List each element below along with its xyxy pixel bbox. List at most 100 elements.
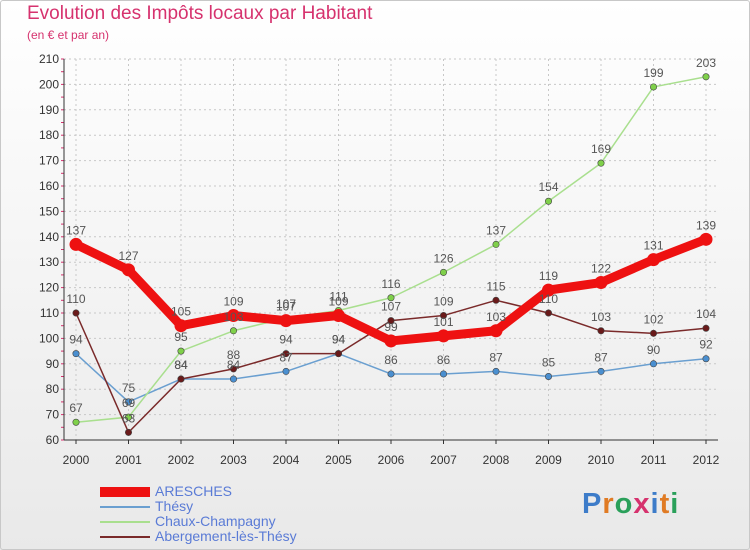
- x-tick-label: 2008: [483, 453, 510, 467]
- data-label: 86: [437, 353, 451, 367]
- data-point: [387, 317, 395, 325]
- data-label: 107: [276, 300, 296, 314]
- data-label: 110: [66, 292, 85, 306]
- y-tick-label: 120: [39, 281, 59, 295]
- data-point: [282, 367, 290, 375]
- data-point: [649, 329, 657, 337]
- data-point: [649, 83, 657, 91]
- legend-swatch-abergement: [100, 536, 150, 538]
- data-point: [230, 375, 238, 383]
- data-point: [702, 324, 710, 332]
- x-tick-label: 2001: [115, 453, 142, 467]
- y-tick-label: 150: [39, 204, 59, 218]
- data-point: [387, 294, 395, 302]
- data-point: [544, 197, 552, 205]
- x-tick-label: 2005: [325, 453, 352, 467]
- data-label: 102: [643, 312, 663, 326]
- data-point: [489, 324, 503, 338]
- chart-title: Evolution des Impôts locaux par Habitant: [27, 3, 373, 24]
- x-tick-label: 2002: [168, 453, 195, 467]
- logo-letter: t: [659, 488, 671, 520]
- data-label: 137: [66, 223, 86, 237]
- data-label: 101: [433, 315, 453, 329]
- x-tick-label: 2012: [693, 453, 720, 467]
- data-point: [69, 237, 83, 251]
- legend-label-chaux-champagny: Chaux-Champagny: [155, 513, 276, 529]
- data-point: [649, 360, 657, 368]
- data-label: 94: [332, 333, 346, 347]
- data-label: 131: [643, 239, 663, 253]
- data-label: 103: [486, 310, 506, 324]
- data-point: [439, 268, 447, 276]
- legend-label-thesy: Thésy: [155, 498, 194, 514]
- data-label: 126: [433, 251, 453, 265]
- data-label: 105: [171, 305, 191, 319]
- data-point: [542, 283, 555, 297]
- legend-swatch-thesy: [100, 506, 150, 508]
- data-point: [230, 327, 238, 335]
- y-tick-label: 210: [39, 52, 59, 66]
- data-label: 107: [276, 297, 296, 311]
- data-label: 94: [69, 333, 83, 347]
- data-label: 99: [384, 320, 398, 334]
- data-label: 109: [328, 295, 348, 309]
- data-label: 109: [223, 295, 243, 309]
- data-label: 119: [539, 269, 558, 283]
- data-label: 169: [591, 142, 611, 156]
- data-point: [597, 367, 605, 375]
- data-label: 84: [174, 358, 188, 372]
- data-label: 104: [696, 307, 716, 321]
- y-tick-label: 130: [39, 255, 59, 269]
- y-tick-label: 200: [39, 77, 59, 91]
- data-label: 87: [279, 350, 293, 364]
- data-label: 84: [174, 358, 188, 372]
- data-point: [334, 350, 342, 358]
- data-point: [492, 367, 500, 375]
- data-point: [72, 418, 80, 426]
- data-point: [177, 375, 185, 383]
- y-tick-label: 140: [39, 230, 59, 244]
- y-tick-label: 180: [39, 128, 59, 142]
- data-label: 154: [538, 180, 558, 194]
- data-point: [125, 428, 133, 436]
- data-label: 87: [489, 350, 503, 364]
- data-point: [282, 350, 290, 358]
- data-label: 87: [594, 350, 608, 364]
- logo-letter: P: [582, 488, 603, 520]
- data-label: 103: [223, 310, 243, 324]
- data-point: [72, 350, 80, 358]
- data-label: 63: [122, 411, 136, 425]
- data-label: 139: [696, 218, 716, 232]
- data-point: [72, 309, 80, 317]
- data-point: [174, 319, 188, 333]
- y-tick-label: 160: [39, 179, 59, 193]
- y-tick-label: 70: [46, 408, 60, 422]
- logo-letter: i: [650, 488, 660, 520]
- data-point: [125, 398, 133, 406]
- data-point: [597, 159, 605, 167]
- x-tick-label: 2000: [63, 453, 90, 467]
- data-point: [122, 263, 135, 277]
- data-label: 127: [118, 249, 138, 263]
- data-point: [230, 365, 238, 373]
- data-point: [125, 413, 133, 421]
- data-point: [647, 253, 660, 267]
- data-point: [699, 232, 713, 246]
- data-point: [544, 372, 552, 380]
- data-label: 111: [329, 289, 348, 303]
- data-label: 90: [647, 343, 661, 357]
- data-label: 84: [227, 358, 241, 372]
- data-label: 110: [539, 292, 558, 306]
- x-tick-label: 2011: [641, 453, 667, 467]
- data-label: 75: [122, 381, 136, 395]
- data-point: [702, 355, 710, 363]
- data-point: [492, 240, 500, 248]
- data-label: 116: [381, 277, 400, 291]
- data-point: [387, 370, 395, 378]
- data-point: [332, 309, 345, 323]
- y-tick-label: 100: [39, 331, 59, 345]
- data-label: 86: [384, 353, 398, 367]
- data-label: 69: [122, 396, 136, 410]
- data-point: [439, 370, 447, 378]
